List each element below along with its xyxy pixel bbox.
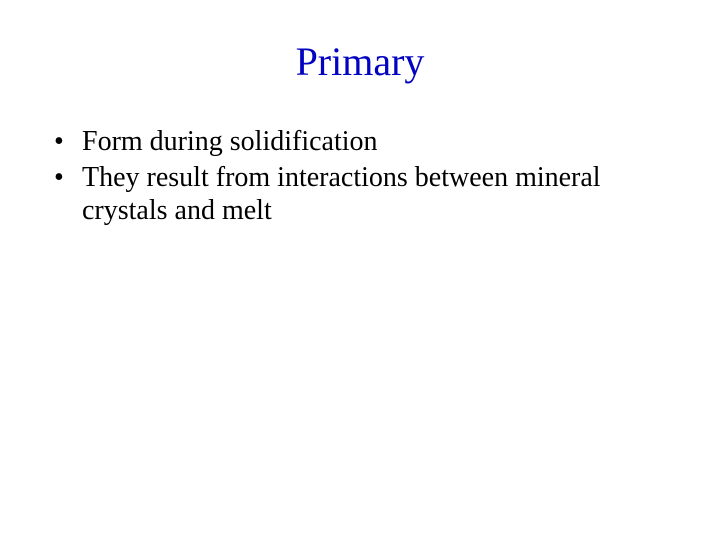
slide: Primary Form during solidification They … xyxy=(0,38,720,540)
bullet-item: They result from interactions between mi… xyxy=(54,161,666,228)
bullet-item: Form during solidification xyxy=(54,125,666,159)
slide-body: Form during solidification They result f… xyxy=(0,125,720,228)
slide-title: Primary xyxy=(0,38,720,85)
bullet-list: Form during solidification They result f… xyxy=(54,125,666,228)
